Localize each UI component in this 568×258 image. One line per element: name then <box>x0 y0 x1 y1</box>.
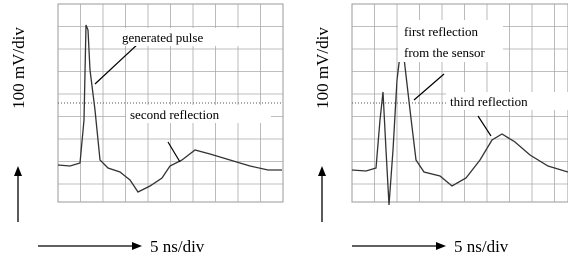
x-axis-label: 5 ns/div <box>150 237 205 256</box>
arrow-head <box>318 166 326 176</box>
annotation: from the sensor <box>404 45 486 60</box>
annotation: generated pulse <box>122 30 203 45</box>
annotation: first reflection <box>404 24 478 39</box>
figure: generated pulse second reflection 100 mV… <box>0 0 568 258</box>
arrow-head <box>14 166 22 176</box>
x-axis-label: 5 ns/div <box>454 237 509 256</box>
arrow-head <box>436 242 446 250</box>
arrow-head <box>132 242 142 250</box>
y-axis-label: 100 mV/div <box>313 27 332 109</box>
annotation: second reflection <box>130 107 220 122</box>
annotation: third reflection <box>450 94 528 109</box>
y-axis-label: 100 mV/div <box>9 27 28 109</box>
